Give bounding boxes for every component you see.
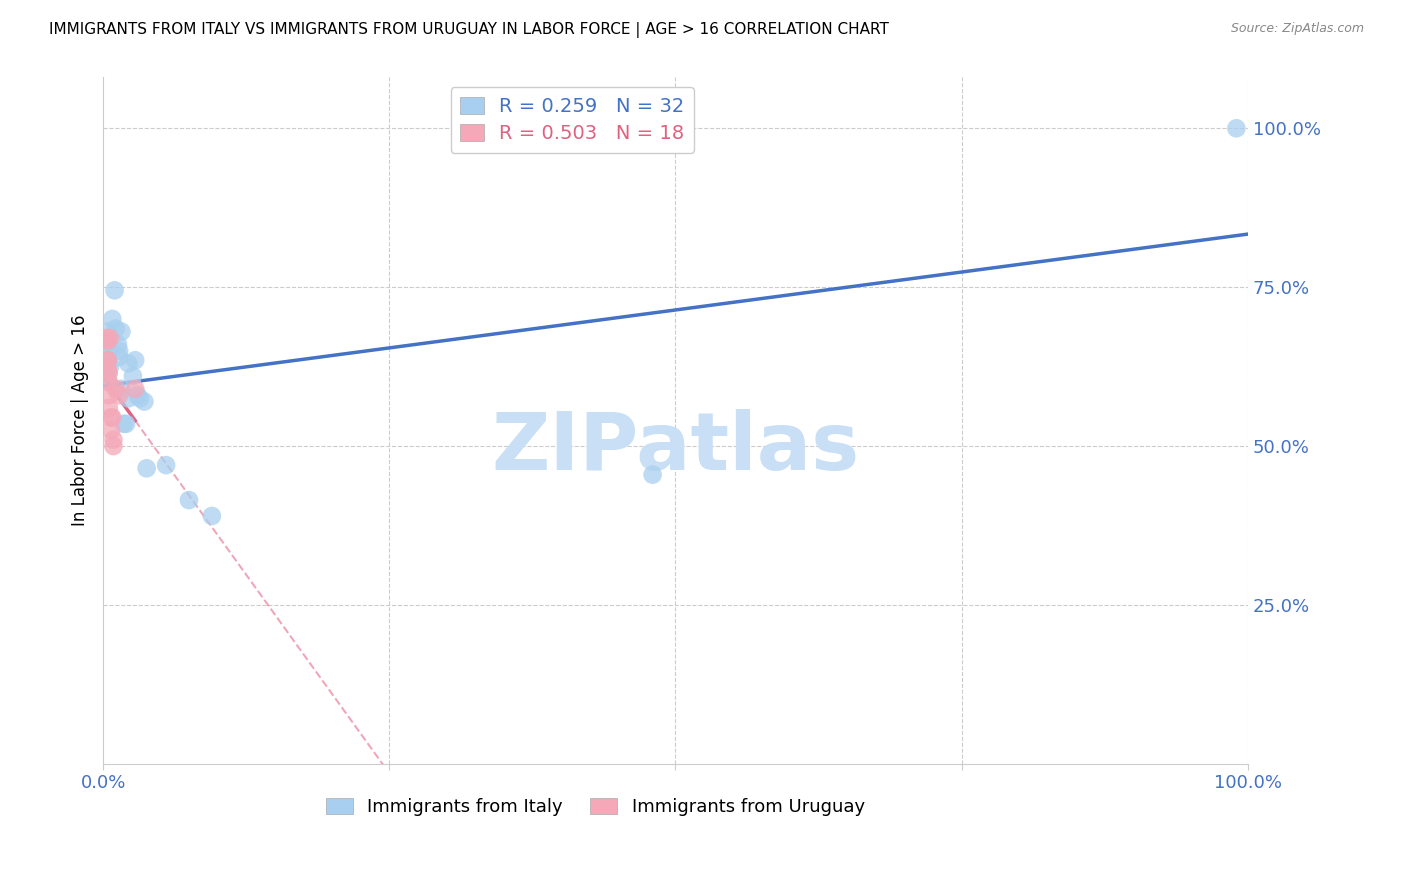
Point: [108, 388, 131, 402]
Point: [97, 353, 120, 368]
Point: [135, 461, 157, 475]
Point: [201, 508, 224, 523]
Point: [108, 343, 131, 358]
Point: [97, 347, 120, 361]
Point: [97, 359, 120, 374]
Point: [97, 366, 120, 380]
Point: [1225, 121, 1247, 136]
Point: [97, 353, 120, 368]
Point: [97, 325, 120, 339]
Point: [97, 372, 120, 386]
Text: IMMIGRANTS FROM ITALY VS IMMIGRANTS FROM URUGUAY IN LABOR FORCE | AGE > 16 CORRE: IMMIGRANTS FROM ITALY VS IMMIGRANTS FROM…: [49, 22, 889, 38]
Point: [108, 350, 131, 364]
Point: [122, 369, 145, 384]
Point: [100, 410, 122, 425]
Point: [97, 388, 120, 402]
Point: [112, 417, 135, 431]
Text: ZIPatlas: ZIPatlas: [491, 409, 859, 487]
Point: [117, 356, 139, 370]
Point: [96, 337, 118, 351]
Point: [177, 493, 200, 508]
Y-axis label: In Labor Force | Age > 16: In Labor Force | Age > 16: [72, 315, 89, 526]
Point: [98, 331, 121, 345]
Point: [103, 439, 125, 453]
Point: [97, 334, 120, 348]
Point: [128, 392, 150, 406]
Point: [641, 467, 664, 482]
Point: [110, 325, 132, 339]
Point: [104, 382, 127, 396]
Point: [97, 341, 120, 355]
Point: [124, 353, 146, 368]
Point: [97, 363, 120, 377]
Point: [97, 353, 120, 368]
Point: [100, 423, 122, 437]
Point: [124, 382, 146, 396]
Point: [110, 382, 132, 396]
Legend: Immigrants from Italy, Immigrants from Uruguay: Immigrants from Italy, Immigrants from U…: [319, 790, 872, 823]
Point: [103, 284, 125, 298]
Point: [107, 337, 129, 351]
Point: [97, 401, 120, 415]
Point: [117, 392, 139, 406]
Point: [115, 417, 138, 431]
Point: [96, 331, 118, 345]
Point: [98, 359, 121, 374]
Text: Source: ZipAtlas.com: Source: ZipAtlas.com: [1230, 22, 1364, 36]
Point: [134, 394, 156, 409]
Point: [127, 388, 149, 402]
Point: [103, 433, 125, 447]
Point: [155, 458, 177, 472]
Point: [97, 366, 120, 380]
Point: [104, 321, 127, 335]
Point: [97, 376, 120, 390]
Point: [101, 410, 124, 425]
Point: [101, 312, 124, 326]
